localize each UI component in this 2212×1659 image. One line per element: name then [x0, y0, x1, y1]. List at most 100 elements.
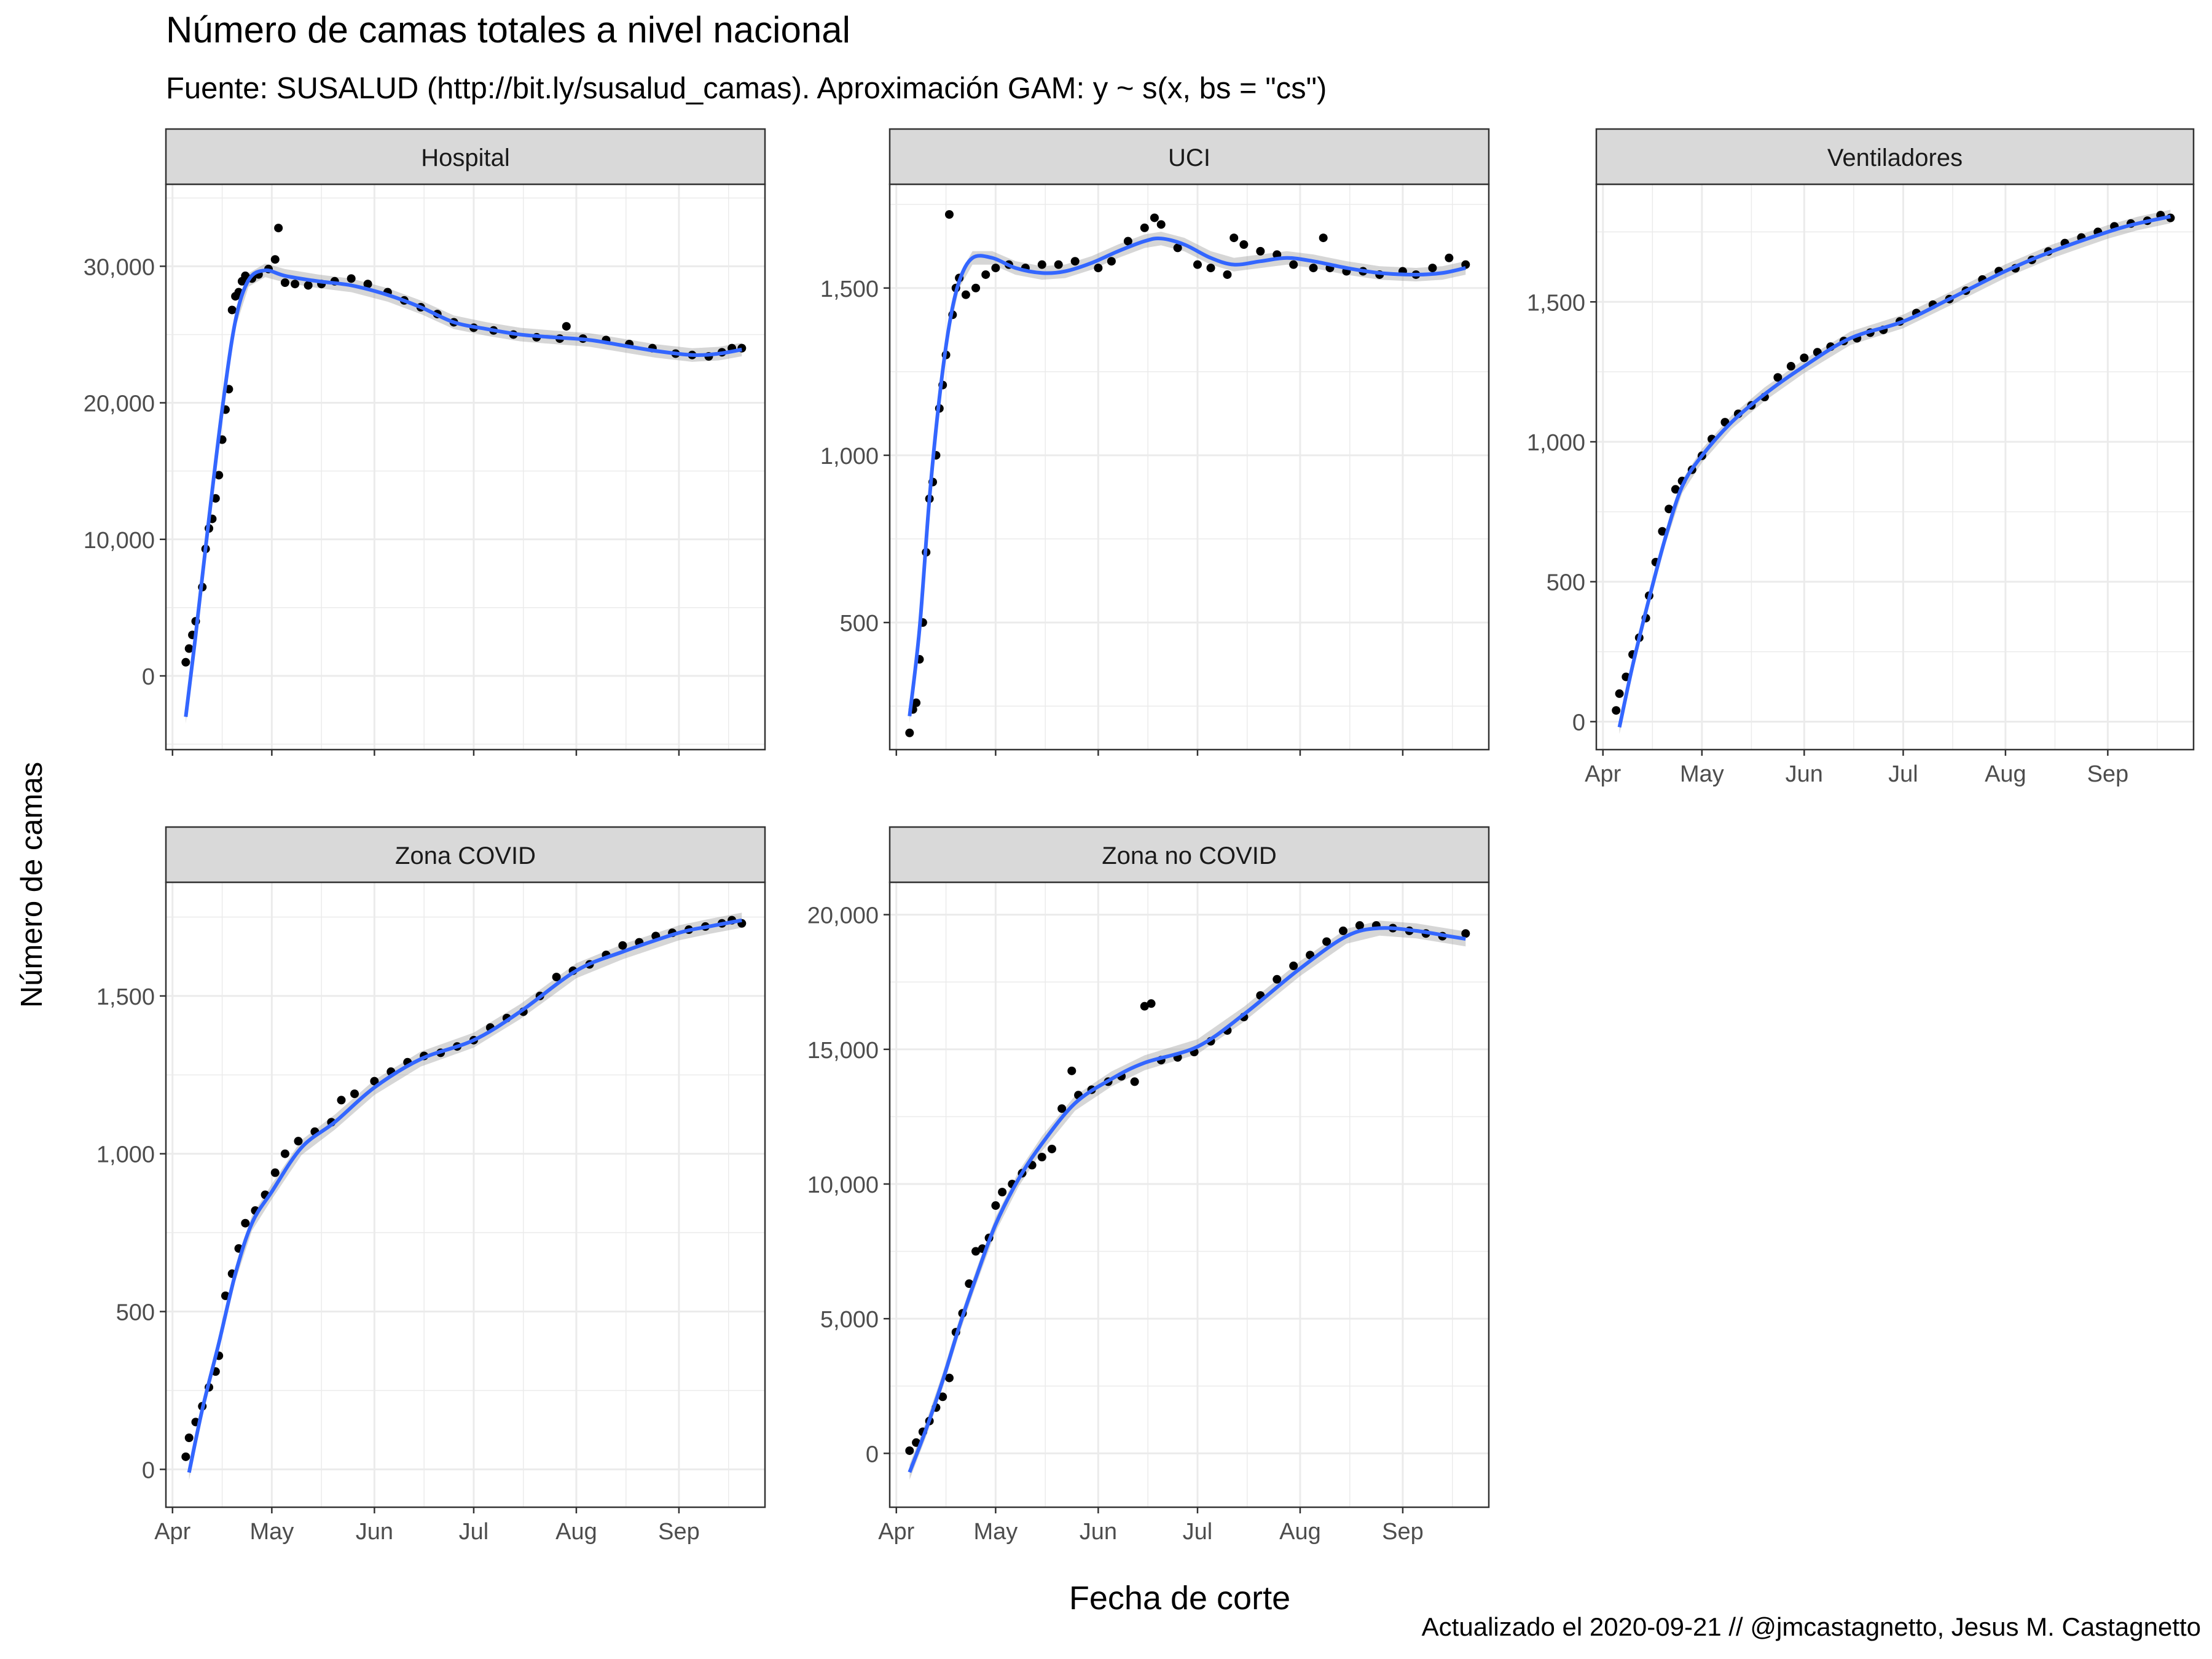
data-point — [347, 274, 356, 283]
gridlines — [166, 882, 765, 1507]
data-point — [270, 1168, 280, 1177]
data-point — [944, 210, 954, 219]
y-tick-label: 20,000 — [807, 903, 879, 929]
x-tick-label: Aug — [555, 1519, 597, 1545]
y-tick-label: 0 — [866, 1441, 879, 1467]
data-point — [184, 1433, 194, 1442]
data-point — [1786, 362, 1795, 371]
data-point — [971, 1247, 981, 1256]
smooth-line — [187, 918, 742, 1473]
panel-zona-no-covid: Zona no COVID 0 5,000 10,000 15,000 20,000 Apr… — [807, 826, 1490, 1545]
x-tick-label: Jun — [1080, 1519, 1117, 1545]
y-tick-label: 20,000 — [84, 391, 155, 417]
data-point — [1319, 233, 1328, 243]
x-tick-label: May — [249, 1519, 294, 1545]
smooth-line — [908, 926, 1466, 1473]
data-point — [1047, 1144, 1056, 1153]
facet-strip-label: Hospital — [421, 144, 510, 171]
y-tick-label: 0 — [142, 1457, 155, 1483]
data-point — [1094, 264, 1103, 273]
x-tick-label: Jul — [1183, 1519, 1213, 1545]
smooth-line — [908, 236, 1466, 716]
y-tick-label: 1,500 — [1527, 290, 1585, 316]
data-point — [1206, 264, 1215, 273]
facet-strip-label: Zona no COVID — [1102, 842, 1277, 869]
data-point — [1173, 243, 1182, 253]
facet-strip-label: UCI — [1168, 144, 1210, 171]
data-point — [905, 1446, 914, 1455]
data-point — [1140, 1002, 1149, 1011]
x-tick-label: Aug — [1985, 761, 2026, 787]
facet-strip-label: Ventiladores — [1827, 144, 1963, 171]
data-point — [1140, 223, 1149, 232]
data-point — [291, 280, 300, 289]
x-tick-label: May — [973, 1519, 1018, 1545]
chart-title: Número de camas totales a nivel nacional — [166, 9, 850, 50]
data-point — [1123, 237, 1132, 246]
data-point — [938, 1392, 947, 1402]
x-tick-label: Apr — [1585, 761, 1621, 787]
data-point — [1150, 213, 1159, 222]
data-point — [1658, 527, 1667, 536]
plot-area — [905, 210, 1470, 737]
y-tick-label: 10,000 — [84, 528, 155, 554]
data-point — [337, 1096, 346, 1105]
data-point — [1037, 1153, 1046, 1162]
x-tick-label: Sep — [658, 1519, 700, 1545]
data-point — [944, 1373, 954, 1382]
y-tick-label: 0 — [142, 664, 155, 690]
y-tick-label: 0 — [1572, 710, 1585, 735]
y-tick-label: 30,000 — [84, 254, 155, 280]
y-tick-label: 5,000 — [820, 1307, 879, 1333]
data-point — [562, 322, 571, 331]
plot-area — [181, 224, 747, 724]
data-point — [1273, 975, 1282, 984]
panel-border — [165, 881, 766, 1508]
data-point — [1054, 260, 1063, 269]
plot-background — [1596, 184, 2194, 750]
data-point — [1239, 240, 1249, 249]
data-point — [274, 224, 283, 233]
x-tick-label: Apr — [878, 1519, 914, 1545]
data-point — [1665, 504, 1674, 514]
data-point — [1107, 257, 1116, 266]
data-point — [1193, 260, 1202, 269]
plot-background — [890, 882, 1489, 1507]
data-point — [991, 1201, 1000, 1210]
y-tick-label: 1,500 — [820, 276, 879, 302]
data-point — [1309, 264, 1318, 273]
x-tick-label: May — [1680, 761, 1724, 787]
gridlines — [890, 882, 1489, 1507]
data-point — [1322, 937, 1332, 946]
data-point — [280, 1149, 289, 1158]
data-point — [1223, 270, 1232, 279]
y-tick-label: 500 — [1547, 570, 1585, 596]
plot-background — [166, 882, 765, 1507]
x-tick-label: Sep — [2087, 761, 2129, 787]
data-point — [363, 280, 372, 289]
data-point — [552, 973, 561, 982]
data-point — [991, 264, 1000, 273]
data-point — [1289, 260, 1298, 269]
y-tick-label: 10,000 — [807, 1172, 879, 1198]
data-point — [227, 305, 237, 315]
data-point — [370, 1077, 379, 1086]
smooth-line — [1617, 214, 2171, 728]
data-point — [912, 698, 921, 707]
data-point — [294, 1137, 303, 1146]
data-point — [241, 1218, 250, 1228]
data-point — [998, 1188, 1007, 1197]
x-axis-title: Fecha de corte — [1069, 1580, 1291, 1617]
x-tick-label: Jul — [1888, 761, 1918, 787]
panel-zona-covid: Zona COVID 0 500 1,000 1,500 Apr May Jun Jul Aug S… — [96, 826, 766, 1545]
panel-hospital: Hospital 0 10,000 20,000 30,000 — [84, 128, 766, 756]
data-point — [1615, 689, 1624, 698]
y-tick-label: 15,000 — [807, 1038, 879, 1064]
plot-area — [181, 912, 747, 1480]
data-point — [1428, 264, 1437, 273]
confidence-ribbon — [909, 232, 1466, 723]
data-point — [961, 290, 970, 299]
data-point — [270, 255, 280, 264]
